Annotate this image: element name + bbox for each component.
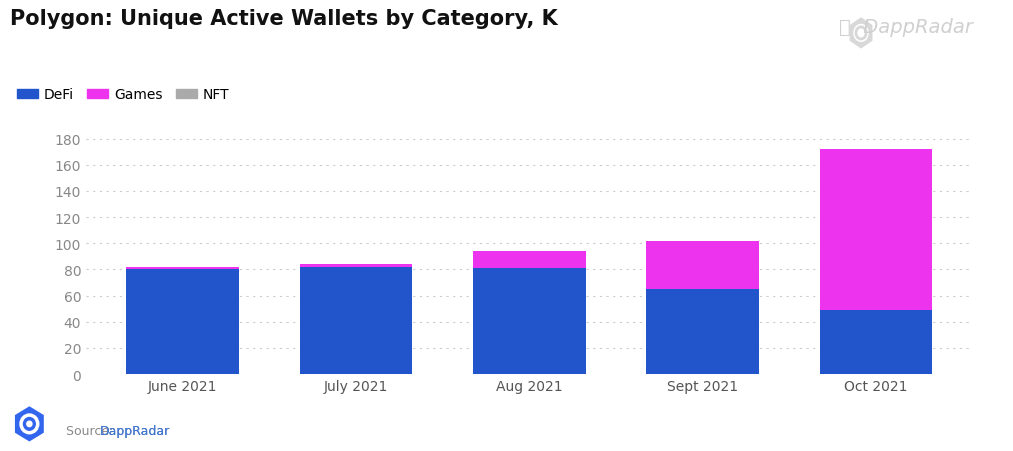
Circle shape (26, 421, 32, 427)
Bar (473, 269, 586, 374)
Text: Polygon: Unique Active Wallets by Category, K: Polygon: Unique Active Wallets by Catego… (10, 9, 558, 29)
Bar (820, 150, 932, 310)
Circle shape (854, 25, 868, 42)
Bar (646, 290, 759, 374)
Bar (127, 270, 239, 374)
Bar (127, 267, 239, 270)
Bar (300, 267, 412, 374)
Bar (646, 241, 759, 290)
Legend: DeFi, Games, NFT: DeFi, Games, NFT (17, 88, 229, 102)
Bar (820, 310, 932, 374)
Text: ⦿  DappRadar: ⦿ DappRadar (839, 18, 972, 37)
Text: DappRadar: DappRadar (99, 424, 169, 437)
Bar (473, 252, 586, 269)
Bar (300, 265, 412, 267)
Text: Source:: Source: (66, 424, 118, 437)
Text: DappRadar: DappRadar (99, 424, 169, 437)
